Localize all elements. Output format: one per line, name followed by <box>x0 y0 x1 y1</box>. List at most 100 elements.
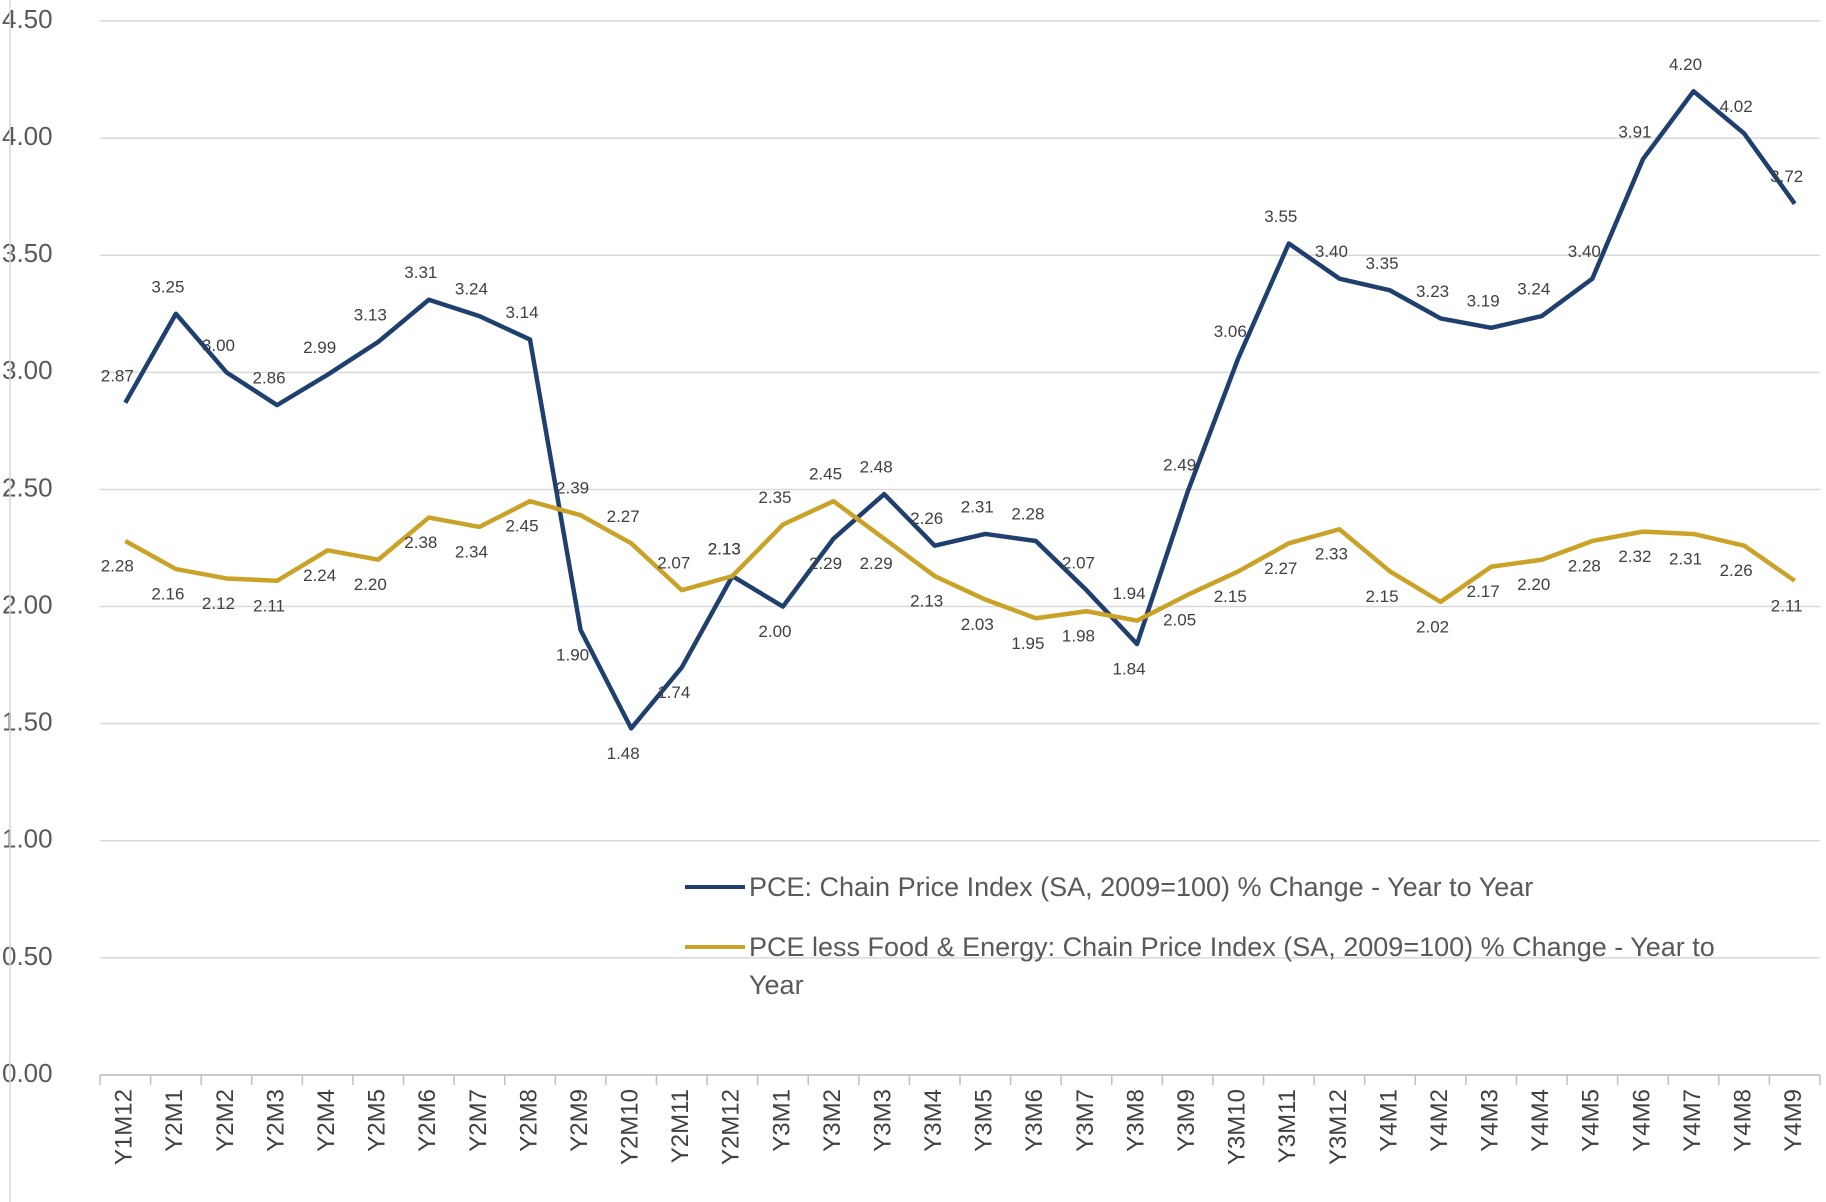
legend-item: PCE: Chain Price Index (SA, 2009=100) % … <box>685 868 1725 906</box>
data-label: 2.13 <box>910 592 943 611</box>
data-label: 2.45 <box>505 517 538 536</box>
x-tick-label: Y2M3 <box>262 1089 289 1152</box>
data-label: 1.98 <box>1062 627 1095 646</box>
data-label: 2.31 <box>1669 549 1702 568</box>
data-label: 3.55 <box>1264 207 1297 226</box>
x-tick-label: Y4M2 <box>1426 1089 1453 1152</box>
data-label: 2.45 <box>809 465 842 484</box>
legend-swatch <box>685 885 745 889</box>
x-tick-label: Y4M9 <box>1780 1089 1807 1152</box>
data-label: 2.34 <box>455 542 488 561</box>
x-tick-label: Y2M10 <box>617 1089 644 1165</box>
x-tick-label: Y3M3 <box>869 1089 896 1152</box>
x-tick-label: Y3M10 <box>1224 1089 1251 1165</box>
data-label: 3.13 <box>354 305 387 324</box>
data-label: 3.06 <box>1214 322 1247 341</box>
legend-label: PCE less Food & Energy: Chain Price Inde… <box>749 932 1715 1000</box>
data-label: 2.13 <box>708 540 741 559</box>
data-label: 2.24 <box>303 566 336 585</box>
series-line <box>123 89 1797 731</box>
x-tick-label: Y2M11 <box>667 1089 694 1163</box>
data-label: 2.48 <box>860 458 893 477</box>
data-label: 2.39 <box>556 479 589 498</box>
data-label: 1.74 <box>657 683 690 702</box>
data-label: 2.29 <box>809 554 842 573</box>
x-tick-label: Y4M3 <box>1477 1089 1504 1152</box>
x-tick-label: Y4M6 <box>1628 1089 1655 1152</box>
data-label: 2.12 <box>202 594 235 613</box>
data-label: 3.40 <box>1315 242 1348 261</box>
data-label: 2.26 <box>1720 561 1753 580</box>
data-label: 3.91 <box>1618 123 1651 142</box>
data-label: 2.28 <box>1011 504 1044 523</box>
data-label: 2.11 <box>253 596 285 615</box>
series-line <box>124 498 1796 623</box>
data-label: 3.35 <box>1365 254 1398 273</box>
data-label: 4.20 <box>1669 55 1702 74</box>
data-label: 2.27 <box>1264 559 1297 578</box>
x-tick-label: Y4M5 <box>1578 1089 1605 1152</box>
legend-label: PCE: Chain Price Index (SA, 2009=100) % … <box>749 872 1534 902</box>
data-label: 2.29 <box>860 554 893 573</box>
x-tick-label: Y3M9 <box>1173 1089 1200 1152</box>
data-label: 2.15 <box>1214 587 1247 606</box>
data-label: 2.99 <box>303 338 336 357</box>
data-label: 1.84 <box>1113 660 1146 679</box>
data-label: 2.15 <box>1365 587 1398 606</box>
data-label: 3.24 <box>1517 280 1550 299</box>
data-label: 2.32 <box>1618 547 1651 566</box>
x-tick-label: Y3M4 <box>920 1089 947 1152</box>
x-tick-label: Y3M6 <box>1021 1089 1048 1152</box>
data-label: 2.86 <box>253 369 286 388</box>
x-tick-label: Y4M1 <box>1375 1089 1402 1152</box>
data-label: 2.38 <box>404 533 437 552</box>
x-tick-label: Y2M8 <box>515 1089 542 1152</box>
data-label: 3.31 <box>404 263 437 282</box>
data-label: 2.28 <box>1568 556 1601 575</box>
data-label: 2.16 <box>151 585 184 604</box>
data-label: 2.26 <box>910 509 943 528</box>
x-tick-label: Y3M2 <box>819 1089 846 1152</box>
data-label: 2.07 <box>1062 554 1095 573</box>
data-label: 1.95 <box>1011 634 1044 653</box>
x-tick-label: Y2M12 <box>718 1089 745 1165</box>
legend: PCE: Chain Price Index (SA, 2009=100) % … <box>685 868 1725 1026</box>
data-label: 2.33 <box>1315 545 1348 564</box>
x-tick-label: Y3M11 <box>1274 1089 1301 1163</box>
data-label: 2.20 <box>354 575 387 594</box>
data-label: 2.20 <box>1517 575 1550 594</box>
data-label: 2.17 <box>1467 582 1500 601</box>
data-label: 2.07 <box>657 554 690 573</box>
data-label: 1.48 <box>607 744 640 763</box>
data-label: 3.24 <box>455 280 488 299</box>
x-tick-label: Y2M5 <box>364 1089 391 1152</box>
x-tick-label: Y2M9 <box>566 1089 593 1152</box>
data-label: 4.02 <box>1720 97 1753 116</box>
data-label: 2.03 <box>961 615 994 634</box>
data-label: 3.14 <box>505 303 538 322</box>
x-tick-label: Y3M7 <box>1072 1089 1099 1152</box>
data-label: 2.28 <box>101 556 134 575</box>
data-label: 2.31 <box>961 497 994 516</box>
legend-swatch <box>685 945 745 949</box>
data-label: 3.23 <box>1416 282 1449 301</box>
x-tick-label: Y3M1 <box>768 1089 795 1152</box>
x-tick-label: Y1M12 <box>111 1089 138 1165</box>
data-label: 1.90 <box>556 645 589 664</box>
x-tick-label: Y2M4 <box>313 1089 340 1152</box>
x-tick-label: Y3M5 <box>971 1089 998 1152</box>
data-label: 2.87 <box>101 366 134 385</box>
x-tick-label: Y4M8 <box>1729 1089 1756 1152</box>
data-label: 2.27 <box>607 507 640 526</box>
x-tick-label: Y4M4 <box>1527 1089 1554 1152</box>
data-label: 3.00 <box>202 336 235 355</box>
data-label: 2.49 <box>1163 455 1196 474</box>
data-label: 2.35 <box>758 488 791 507</box>
data-label: 3.72 <box>1770 167 1803 186</box>
data-label: 1.94 <box>1113 584 1146 603</box>
data-label: 2.00 <box>758 622 791 641</box>
data-label: 2.05 <box>1163 610 1196 629</box>
x-tick-label: Y2M1 <box>161 1089 188 1152</box>
